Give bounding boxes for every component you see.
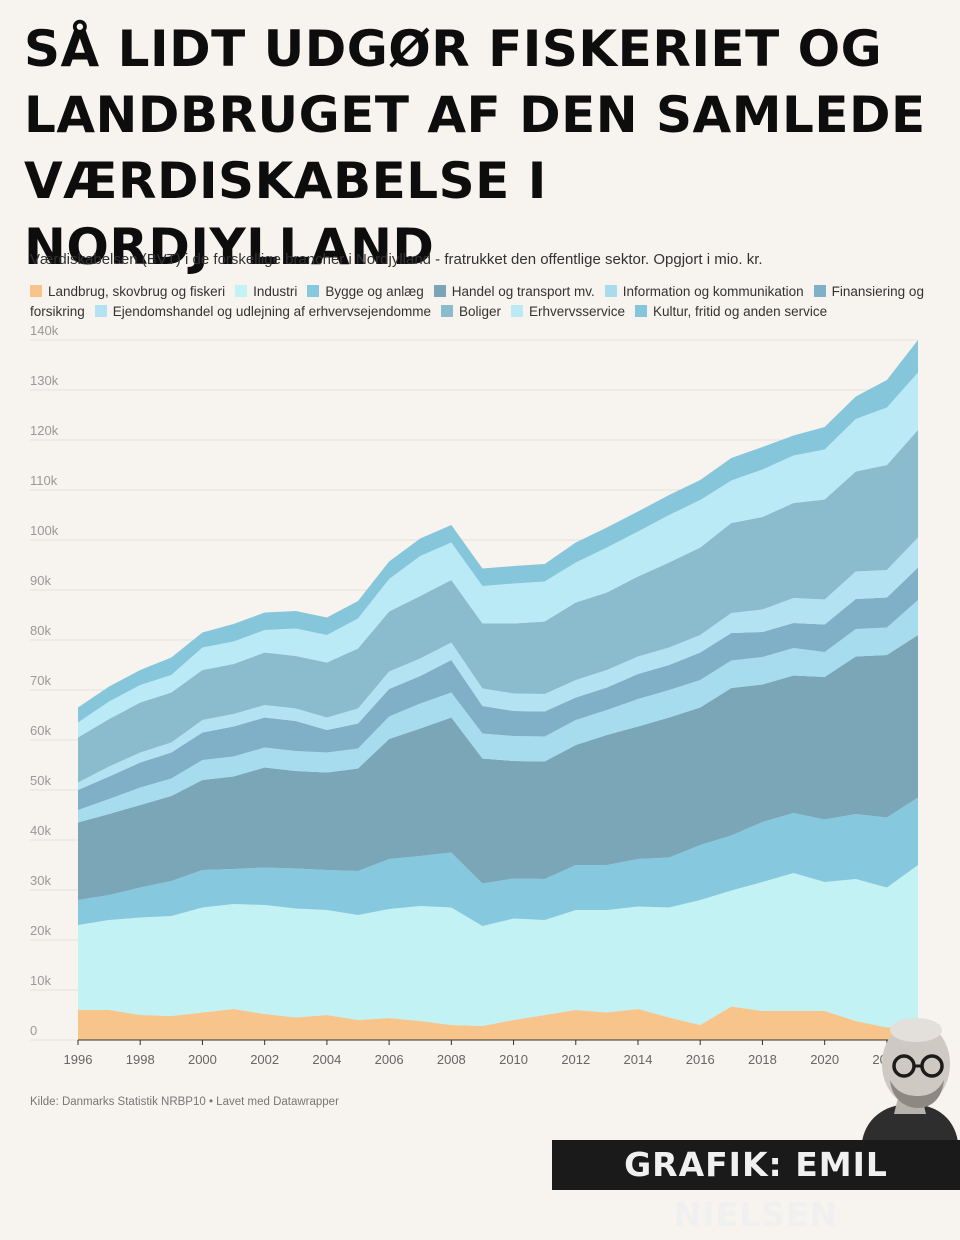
x-tick-label: 2016 bbox=[686, 1052, 715, 1067]
area-series bbox=[78, 600, 918, 823]
y-tick-label: 140k bbox=[30, 323, 59, 338]
legend-item: Finansiering og forsikring bbox=[30, 284, 924, 319]
legend-item: Ejendomshandel og udlejning af erhvervse… bbox=[94, 304, 431, 319]
author-photo-icon bbox=[862, 1018, 958, 1142]
legend-label: Kultur, fritid og anden service bbox=[653, 304, 828, 319]
x-tick-label: 2010 bbox=[499, 1052, 528, 1067]
y-tick-label: 10k bbox=[30, 973, 51, 988]
legend-swatch bbox=[307, 285, 320, 297]
legend-swatch bbox=[235, 285, 248, 297]
area-series bbox=[78, 372, 918, 738]
credit-banner: GRAFIK: EMIL NIELSEN bbox=[552, 1140, 960, 1234]
y-tick-label: 0 bbox=[30, 1023, 37, 1038]
y-tick-label: 130k bbox=[30, 373, 59, 388]
legend-label: Bygge og anlæg bbox=[325, 284, 424, 299]
x-tick-label: 1998 bbox=[126, 1052, 155, 1067]
chart-subtitle: Værdiskabelsen (BVT) i de forskellige br… bbox=[30, 251, 763, 268]
y-tick-label: 30k bbox=[30, 873, 51, 888]
x-tick-label: 2004 bbox=[312, 1052, 341, 1067]
y-tick-label: 70k bbox=[30, 673, 51, 688]
area-series bbox=[78, 340, 918, 723]
legend-label: Industri bbox=[253, 284, 298, 299]
y-tick-label: 90k bbox=[30, 573, 51, 588]
y-tick-label: 40k bbox=[30, 823, 51, 838]
legend-item: Landbrug, skovbrug og fiskeri bbox=[30, 284, 225, 299]
y-tick-label: 60k bbox=[30, 723, 51, 738]
x-tick-label: 2008 bbox=[437, 1052, 466, 1067]
legend-label: Ejendomshandel og udlejning af erhvervse… bbox=[112, 304, 431, 319]
legend-swatch bbox=[30, 285, 42, 297]
legend-item: Boliger bbox=[440, 304, 501, 319]
y-tick-label: 120k bbox=[30, 423, 59, 438]
legend-item: Information og kommunikation bbox=[604, 284, 804, 299]
legend-label: Finansiering og forsikring bbox=[30, 284, 924, 319]
legend-swatch bbox=[813, 285, 826, 297]
legend-label: Handel og transport mv. bbox=[451, 284, 595, 299]
legend: Landbrug, skovbrug og fiskeri Industri Byg… bbox=[30, 282, 945, 322]
area-series bbox=[78, 430, 918, 783]
x-tick-label: 2012 bbox=[561, 1052, 590, 1067]
x-tick-label: 2000 bbox=[188, 1052, 217, 1067]
x-tick-label: 1996 bbox=[64, 1052, 93, 1067]
legend-swatch bbox=[94, 305, 107, 317]
x-tick-label: 2014 bbox=[624, 1052, 653, 1067]
legend-swatch bbox=[511, 305, 523, 317]
source-note: Kilde: Danmarks Statistik NRBP10 • Lavet… bbox=[30, 1096, 339, 1108]
legend-item: Kultur, fritid og anden service bbox=[635, 304, 827, 319]
legend-label: Boliger bbox=[458, 304, 501, 319]
x-tick-label: 2020 bbox=[810, 1052, 839, 1067]
legend-item: Erhvervsservice bbox=[511, 304, 625, 319]
x-tick-label: 2006 bbox=[375, 1052, 404, 1067]
legend-item: Industri bbox=[235, 284, 297, 299]
y-tick-label: 100k bbox=[30, 523, 59, 538]
legend-swatch bbox=[433, 285, 446, 297]
legend-item: Bygge og anlæg bbox=[307, 284, 424, 299]
x-tick-label: 2002 bbox=[250, 1052, 279, 1067]
area-series bbox=[78, 567, 918, 810]
legend-item: Handel og transport mv. bbox=[433, 284, 595, 299]
y-tick-label: 50k bbox=[30, 773, 51, 788]
legend-label: Erhvervsservice bbox=[529, 304, 626, 319]
y-tick-label: 20k bbox=[30, 923, 51, 938]
chart-title: SÅ LIDT UDGØR FISKERIET OG LANDBRUGET AF… bbox=[24, 20, 926, 276]
x-tick-label: 2018 bbox=[748, 1052, 777, 1067]
y-tick-label: 80k bbox=[30, 623, 51, 638]
legend-swatch bbox=[440, 305, 453, 317]
legend-label: Information og kommunikation bbox=[622, 284, 804, 299]
area-series bbox=[78, 1006, 918, 1040]
y-tick-label: 110k bbox=[30, 473, 58, 488]
area-series bbox=[78, 797, 918, 926]
stacked-area-chart: 0 10k 20k 30k 40k 50k 60k 70k 80k 90k 100k 110k 120k… bbox=[30, 323, 918, 1067]
legend-label: Landbrug, skovbrug og fiskeri bbox=[48, 284, 226, 299]
area-series bbox=[78, 865, 918, 1028]
area-series bbox=[78, 635, 918, 900]
legend-swatch bbox=[635, 305, 648, 317]
legend-swatch bbox=[604, 285, 617, 297]
